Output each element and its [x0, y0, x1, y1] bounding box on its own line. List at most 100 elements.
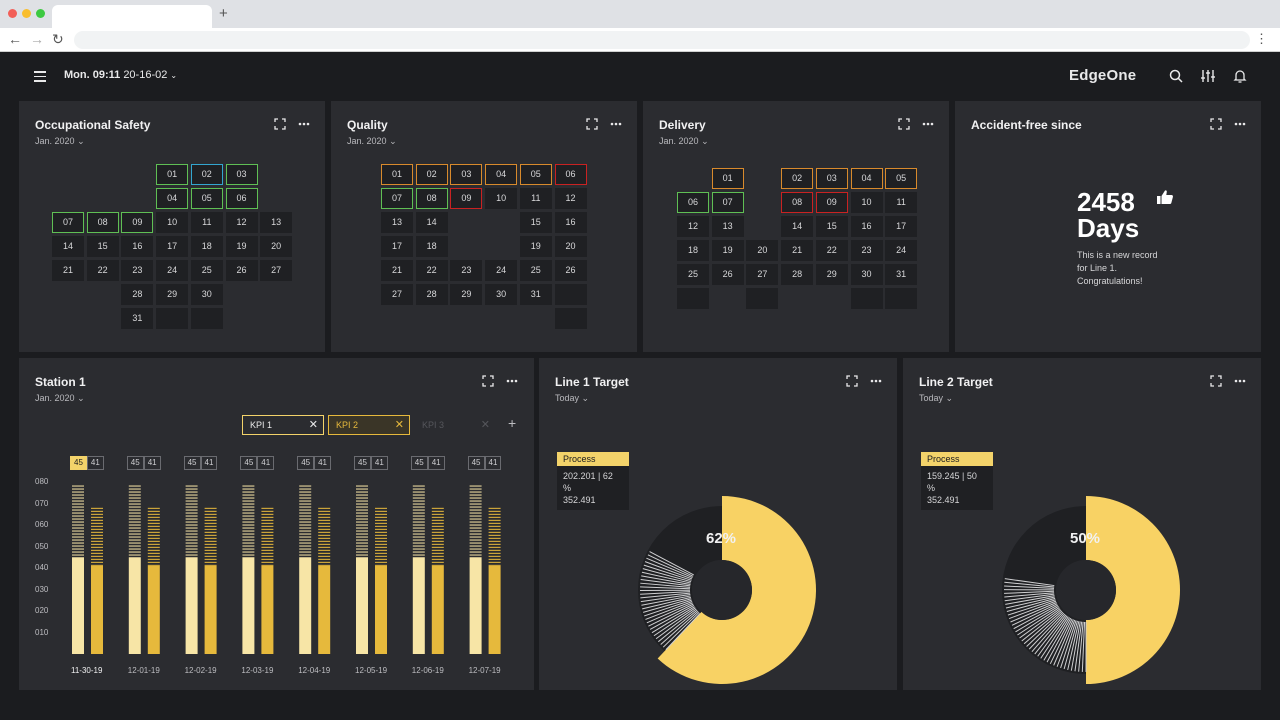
calendar-day[interactable]: 26 [554, 260, 587, 281]
close-icon[interactable]: ✕ [394, 419, 404, 431]
calendar-day[interactable]: 29 [450, 284, 483, 305]
process-slice[interactable] [1086, 496, 1180, 684]
calendar-day[interactable]: 17 [381, 236, 413, 257]
reload-icon[interactable]: ↻ [52, 31, 64, 47]
calendar-day[interactable]: 08 [781, 192, 814, 213]
calendar-day[interactable]: 17 [885, 216, 918, 237]
back-icon[interactable]: ← [8, 31, 22, 47]
calendar-day[interactable]: 26 [711, 264, 744, 285]
calendar-day[interactable]: 20 [260, 236, 293, 257]
period-selector[interactable]: Jan. 2020 ⌄ [35, 136, 85, 147]
calendar-day[interactable]: 10 [485, 188, 518, 209]
calendar-day[interactable]: 28 [415, 284, 448, 305]
calendar-day[interactable]: 06 [225, 188, 258, 209]
menu-icon[interactable] [34, 71, 46, 85]
calendar-day[interactable]: 18 [677, 240, 709, 261]
calendar-day[interactable]: 09 [450, 188, 483, 209]
calendar-day[interactable]: 10 [156, 212, 189, 233]
calendar-day[interactable]: 28 [781, 264, 814, 285]
calendar-day[interactable]: 21 [52, 260, 84, 281]
calendar-day[interactable]: 27 [746, 264, 779, 285]
close-icon[interactable]: ✕ [480, 419, 490, 431]
calendar-day[interactable]: 13 [711, 216, 744, 237]
calendar-day[interactable]: 11 [190, 212, 223, 233]
calendar-day[interactable]: 13 [381, 212, 413, 233]
calendar-day[interactable]: 15 [519, 212, 552, 233]
bar-kpi-2[interactable] [375, 565, 387, 654]
calendar-day[interactable]: 21 [781, 240, 814, 261]
calendar-day[interactable] [677, 288, 709, 309]
process-slice[interactable] [657, 496, 816, 684]
minimize-window-dot[interactable] [22, 9, 31, 18]
more-icon[interactable] [922, 118, 934, 130]
period-selector[interactable]: Jan. 2020 ⌄ [35, 393, 85, 404]
calendar-day[interactable]: 12 [677, 216, 709, 237]
address-bar[interactable] [74, 31, 1250, 49]
calendar-day[interactable]: 31 [121, 308, 154, 329]
calendar-day[interactable]: 04 [485, 164, 518, 185]
more-icon[interactable] [506, 375, 518, 387]
calendar-day[interactable] [554, 308, 587, 329]
calendar-day[interactable] [850, 288, 883, 309]
more-icon[interactable] [870, 375, 882, 387]
calendar-day[interactable]: 23 [450, 260, 483, 281]
close-window-dot[interactable] [8, 9, 17, 18]
expand-icon[interactable] [846, 375, 858, 387]
calendar-day[interactable]: 23 [850, 240, 883, 261]
calendar-day[interactable]: 25 [677, 264, 709, 285]
calendar-day[interactable]: 30 [190, 284, 223, 305]
calendar-day[interactable]: 26 [225, 260, 258, 281]
calendar-day[interactable]: 03 [815, 168, 848, 189]
bar-kpi-2[interactable] [431, 565, 444, 654]
period-selector[interactable]: Today ⌄ [555, 393, 589, 404]
calendar-day[interactable]: 19 [519, 236, 552, 257]
sliders-icon[interactable] [1200, 68, 1216, 84]
calendar-day[interactable]: 31 [885, 264, 918, 285]
calendar-day[interactable]: 20 [746, 240, 779, 261]
calendar-day[interactable]: 05 [519, 164, 552, 185]
calendar-day[interactable] [885, 288, 918, 309]
calendar-day[interactable]: 22 [815, 240, 848, 261]
more-icon[interactable] [298, 118, 310, 130]
calendar-day[interactable]: 29 [815, 264, 848, 285]
kpi-2-chip[interactable]: KPI 2 ✕ [328, 415, 410, 435]
calendar-day[interactable]: 18 [415, 236, 448, 257]
close-icon[interactable]: ✕ [308, 419, 318, 431]
period-selector[interactable]: Jan. 2020 ⌄ [347, 136, 397, 147]
calendar-day[interactable]: 30 [485, 284, 518, 305]
calendar-day[interactable]: 01 [381, 164, 413, 185]
calendar-day[interactable]: 06 [677, 192, 709, 213]
calendar-day[interactable]: 16 [121, 236, 154, 257]
date-selector[interactable]: Mon. 09:11 20-16-02 ⌄ [64, 69, 177, 81]
bar-kpi-1[interactable] [299, 557, 312, 654]
calendar-day[interactable]: 08 [415, 188, 448, 209]
bar-kpi-1[interactable] [469, 557, 482, 654]
expand-icon[interactable] [1210, 118, 1222, 130]
bar-kpi-1[interactable] [128, 557, 141, 654]
calendar-day[interactable]: 24 [485, 260, 518, 281]
plus-icon[interactable]: + [508, 415, 517, 431]
bell-icon[interactable] [1232, 68, 1248, 84]
calendar-day[interactable]: 08 [86, 212, 119, 233]
calendar-day[interactable]: 24 [156, 260, 189, 281]
bar-kpi-1[interactable] [412, 557, 425, 654]
calendar-day[interactable]: 07 [52, 212, 84, 233]
calendar-day[interactable]: 15 [86, 236, 119, 257]
forward-icon[interactable]: → [30, 31, 44, 47]
calendar-day[interactable] [190, 308, 223, 329]
bar-kpi-2[interactable] [318, 565, 331, 654]
calendar-day[interactable]: 15 [815, 216, 848, 237]
bar-kpi-1[interactable] [356, 557, 368, 654]
calendar-day[interactable]: 27 [260, 260, 293, 281]
calendar-day[interactable]: 19 [225, 236, 258, 257]
calendar-day[interactable]: 02 [190, 164, 223, 185]
calendar-day[interactable]: 19 [711, 240, 744, 261]
maximize-window-dot[interactable] [36, 9, 45, 18]
calendar-day[interactable]: 12 [554, 188, 587, 209]
calendar-day[interactable]: 13 [260, 212, 293, 233]
bar-kpi-1[interactable] [185, 557, 198, 654]
expand-icon[interactable] [1210, 375, 1222, 387]
bar-kpi-2[interactable] [91, 565, 103, 654]
calendar-day[interactable]: 09 [121, 212, 154, 233]
period-selector[interactable]: Today ⌄ [919, 393, 953, 404]
